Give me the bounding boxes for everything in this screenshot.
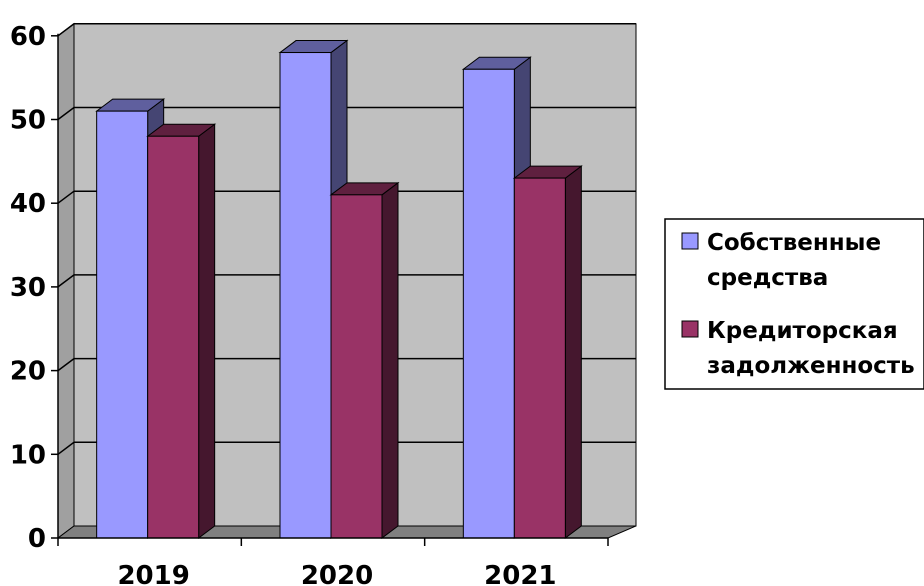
bar-front [147,135,200,539]
bars [95,39,583,539]
bar-front [462,68,515,539]
gridline [57,357,636,372]
gridline [57,441,636,455]
legend-label-payables-line2: задолженность [707,353,915,379]
bar-side [564,165,582,539]
legend: Собственные средства Кредиторская задолж… [664,218,924,390]
bar-side [198,123,216,539]
bar-front [513,177,566,539]
y-axis-ticks: 0 10 20 30 40 50 60 [10,22,58,554]
y-tick-label: 20 [10,357,46,387]
x-axis-labels: 2019 2020 2021 [117,561,556,586]
y-tick-label: 0 [28,524,46,554]
bar-front [330,194,383,539]
x-tick-label: 2019 [117,561,189,586]
y-tick-label: 40 [10,189,46,219]
bar-front [279,52,332,539]
bar-front [96,110,149,539]
legend-label-own-funds-line2: средства [707,265,828,291]
gridline [57,274,636,288]
bar-2020-series-2 [329,181,400,539]
legend-label-payables-line1: Кредиторская [707,318,898,344]
y-tick-label: 10 [10,440,46,470]
gridline [57,106,636,121]
legend-swatch-payables [681,320,699,338]
gridline [57,23,636,37]
y-tick-label: 60 [10,22,46,52]
legend-box [664,218,924,390]
bar-2021-series-2 [512,165,583,539]
x-tick-label: 2020 [301,561,373,586]
gridline [57,190,636,204]
bar-side [381,181,399,539]
bar-2019-series-2 [146,123,217,539]
legend-label-own-funds-line1: Собственные [707,230,881,256]
y-tick-label: 50 [10,106,46,136]
x-tick-label: 2021 [484,561,556,586]
legend-swatch-own-funds [681,232,699,250]
y-tick-label: 30 [10,273,46,303]
gridlines [57,23,636,455]
